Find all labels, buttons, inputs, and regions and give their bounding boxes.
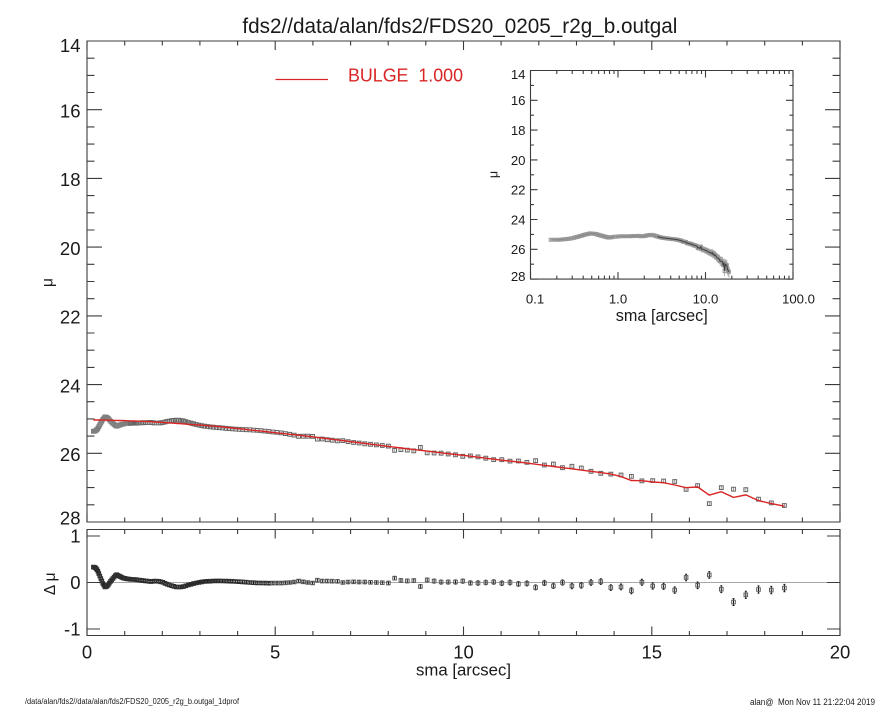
svg-text:sma [arcsec]: sma [arcsec] <box>416 661 511 680</box>
svg-text:14: 14 <box>60 35 81 56</box>
svg-text:28: 28 <box>511 269 526 284</box>
svg-text:22: 22 <box>60 307 81 328</box>
svg-text:15: 15 <box>642 641 663 662</box>
svg-text:μ: μ <box>487 171 501 178</box>
svg-text:0.1: 0.1 <box>526 292 544 307</box>
svg-text:14: 14 <box>511 67 526 82</box>
svg-text:Δ μ: Δ μ <box>42 572 59 595</box>
svg-text:1.0: 1.0 <box>609 292 627 307</box>
svg-text:26: 26 <box>60 444 81 465</box>
svg-text:100.0: 100.0 <box>782 292 815 307</box>
svg-text:alan@ Mon Nov 11 21:22:04 201: alan@ Mon Nov 11 21:22:04 2019 <box>750 697 875 707</box>
svg-text:1: 1 <box>70 526 80 547</box>
svg-text:16: 16 <box>511 93 526 108</box>
svg-text:0: 0 <box>82 641 92 662</box>
svg-text:28: 28 <box>60 507 81 528</box>
svg-text:fds2//data/alan/fds2/FDS20_020: fds2//data/alan/fds2/FDS20_0205_r2g_b.ou… <box>242 14 677 38</box>
svg-text:10: 10 <box>453 641 474 662</box>
svg-text:26: 26 <box>511 242 526 257</box>
svg-text:16: 16 <box>60 100 81 121</box>
svg-text:18: 18 <box>511 123 526 138</box>
svg-text:BULGE 1.000: BULGE 1.000 <box>348 66 463 86</box>
svg-text:0: 0 <box>70 572 80 593</box>
svg-text:10.0: 10.0 <box>693 292 719 307</box>
svg-text:-1: -1 <box>64 619 80 640</box>
svg-text:sma [arcsec]: sma [arcsec] <box>616 307 708 325</box>
svg-text:μ: μ <box>40 278 57 287</box>
svg-text:24: 24 <box>60 375 81 396</box>
svg-text:20: 20 <box>830 641 851 662</box>
svg-text:20: 20 <box>60 238 81 259</box>
svg-text:18: 18 <box>60 169 81 190</box>
svg-text:24: 24 <box>511 212 526 227</box>
svg-text:22: 22 <box>511 183 526 198</box>
svg-text:20: 20 <box>511 153 526 168</box>
svg-text:/data/alan/fds2//data/alan/fds: /data/alan/fds2//data/alan/fds2/FDS20_02… <box>25 697 240 706</box>
svg-text:5: 5 <box>270 641 280 662</box>
